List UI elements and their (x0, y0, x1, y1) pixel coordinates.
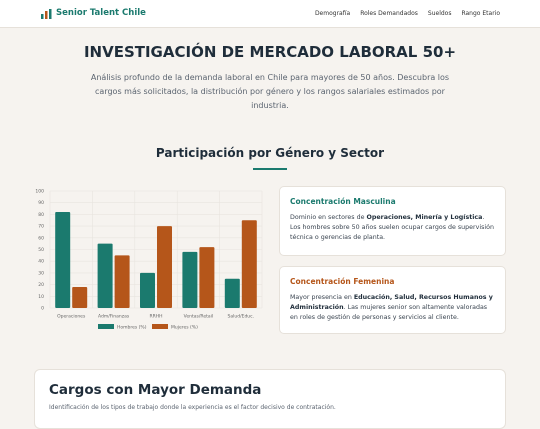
card-text-part: Mayor presencia en (290, 294, 354, 301)
card-text-part: Dominio en sectores de (290, 214, 367, 221)
card-text-part: . Las mujeres senior son altamente valor… (290, 304, 488, 321)
nav-link[interactable]: Rango Etario (461, 10, 500, 17)
legend-swatch (152, 324, 168, 329)
legend-label: Hombres (%) (117, 325, 147, 331)
nav-links: Demografía Roles Demandados Sueldos Rango E… (315, 10, 500, 17)
demand-text: Identificación de los tipos de trabajo d… (49, 404, 336, 411)
y-tick-label: 80 (38, 212, 44, 218)
bar (182, 251, 198, 308)
brand[interactable]: Senior Talent Chile (56, 8, 146, 18)
y-tick-label: 10 (38, 294, 44, 300)
card-text-bold: Educación, Salud, Recursos Humanos y Adm… (290, 294, 493, 311)
bar (114, 255, 130, 308)
bar (241, 220, 257, 308)
card-text-part: . Los hombres sobre 50 años suelen ocupa… (290, 214, 494, 241)
nav-link[interactable]: Sueldos (427, 10, 452, 17)
y-tick-label: 100 (35, 189, 44, 195)
y-tick-label: 40 (38, 259, 44, 265)
y-tick-label: 90 (38, 200, 44, 206)
bar (199, 247, 215, 308)
legend-label: Mujeres (%) (171, 325, 198, 331)
card-text: Mayor presencia en Educación, Salud, Rec… (290, 293, 495, 323)
card-text-bold: Operaciones, Minería y Logística (366, 214, 483, 221)
x-tick-label: RRHH (149, 314, 162, 320)
demand-card: Cargos con Mayor Demanda Identificación … (34, 369, 506, 429)
info-card: Concentración Femenina Mayor presencia en… (279, 266, 506, 334)
bar (97, 243, 113, 308)
y-tick-label: 50 (38, 247, 44, 253)
card-text: Dominio en sectores de Operaciones, Mine… (290, 213, 495, 243)
title-underline (253, 168, 287, 170)
logo-icon (41, 9, 52, 19)
section-title: Participación por Género y Sector (155, 146, 385, 160)
x-tick-label: Operaciones (57, 314, 86, 320)
y-tick-label: 0 (41, 306, 44, 312)
card-title: Concentración Femenina (290, 277, 395, 286)
bar (55, 212, 71, 308)
bar (72, 286, 88, 308)
nav-bar: Senior Talent Chile Demografía Roles Dema… (0, 0, 540, 28)
card-title: Concentración Masculina (290, 197, 396, 206)
bar (224, 278, 240, 308)
nav-link[interactable]: Demografía (314, 10, 351, 17)
bar (157, 226, 172, 308)
hero-title: INVESTIGACIÓN DE MERCADO LABORAL 50+ (83, 43, 457, 61)
demand-title: Cargos con Mayor Demanda (49, 382, 262, 398)
y-tick-label: 20 (38, 282, 44, 288)
hero-text: Análisis profundo de la demanda laboral … (90, 73, 450, 110)
y-tick-label: 70 (38, 224, 44, 230)
legend-swatch (98, 324, 114, 329)
nav-link[interactable]: Roles Demandados (360, 10, 418, 17)
chart: 0 10 20 30 40 50 60 70 80 90 100 Operaciones Adm/Fin… (35, 189, 263, 331)
info-card: Concentración Masculina Dominio en sector… (279, 186, 506, 256)
x-tick-label: Salud/Educ. (228, 314, 255, 320)
x-tick-label: Adm/Finanzas (98, 314, 130, 320)
y-tick-label: 30 (38, 270, 44, 276)
bar (140, 272, 155, 308)
x-tick-label: Ventas/Retail (184, 314, 213, 320)
y-tick-label: 60 (38, 235, 44, 241)
